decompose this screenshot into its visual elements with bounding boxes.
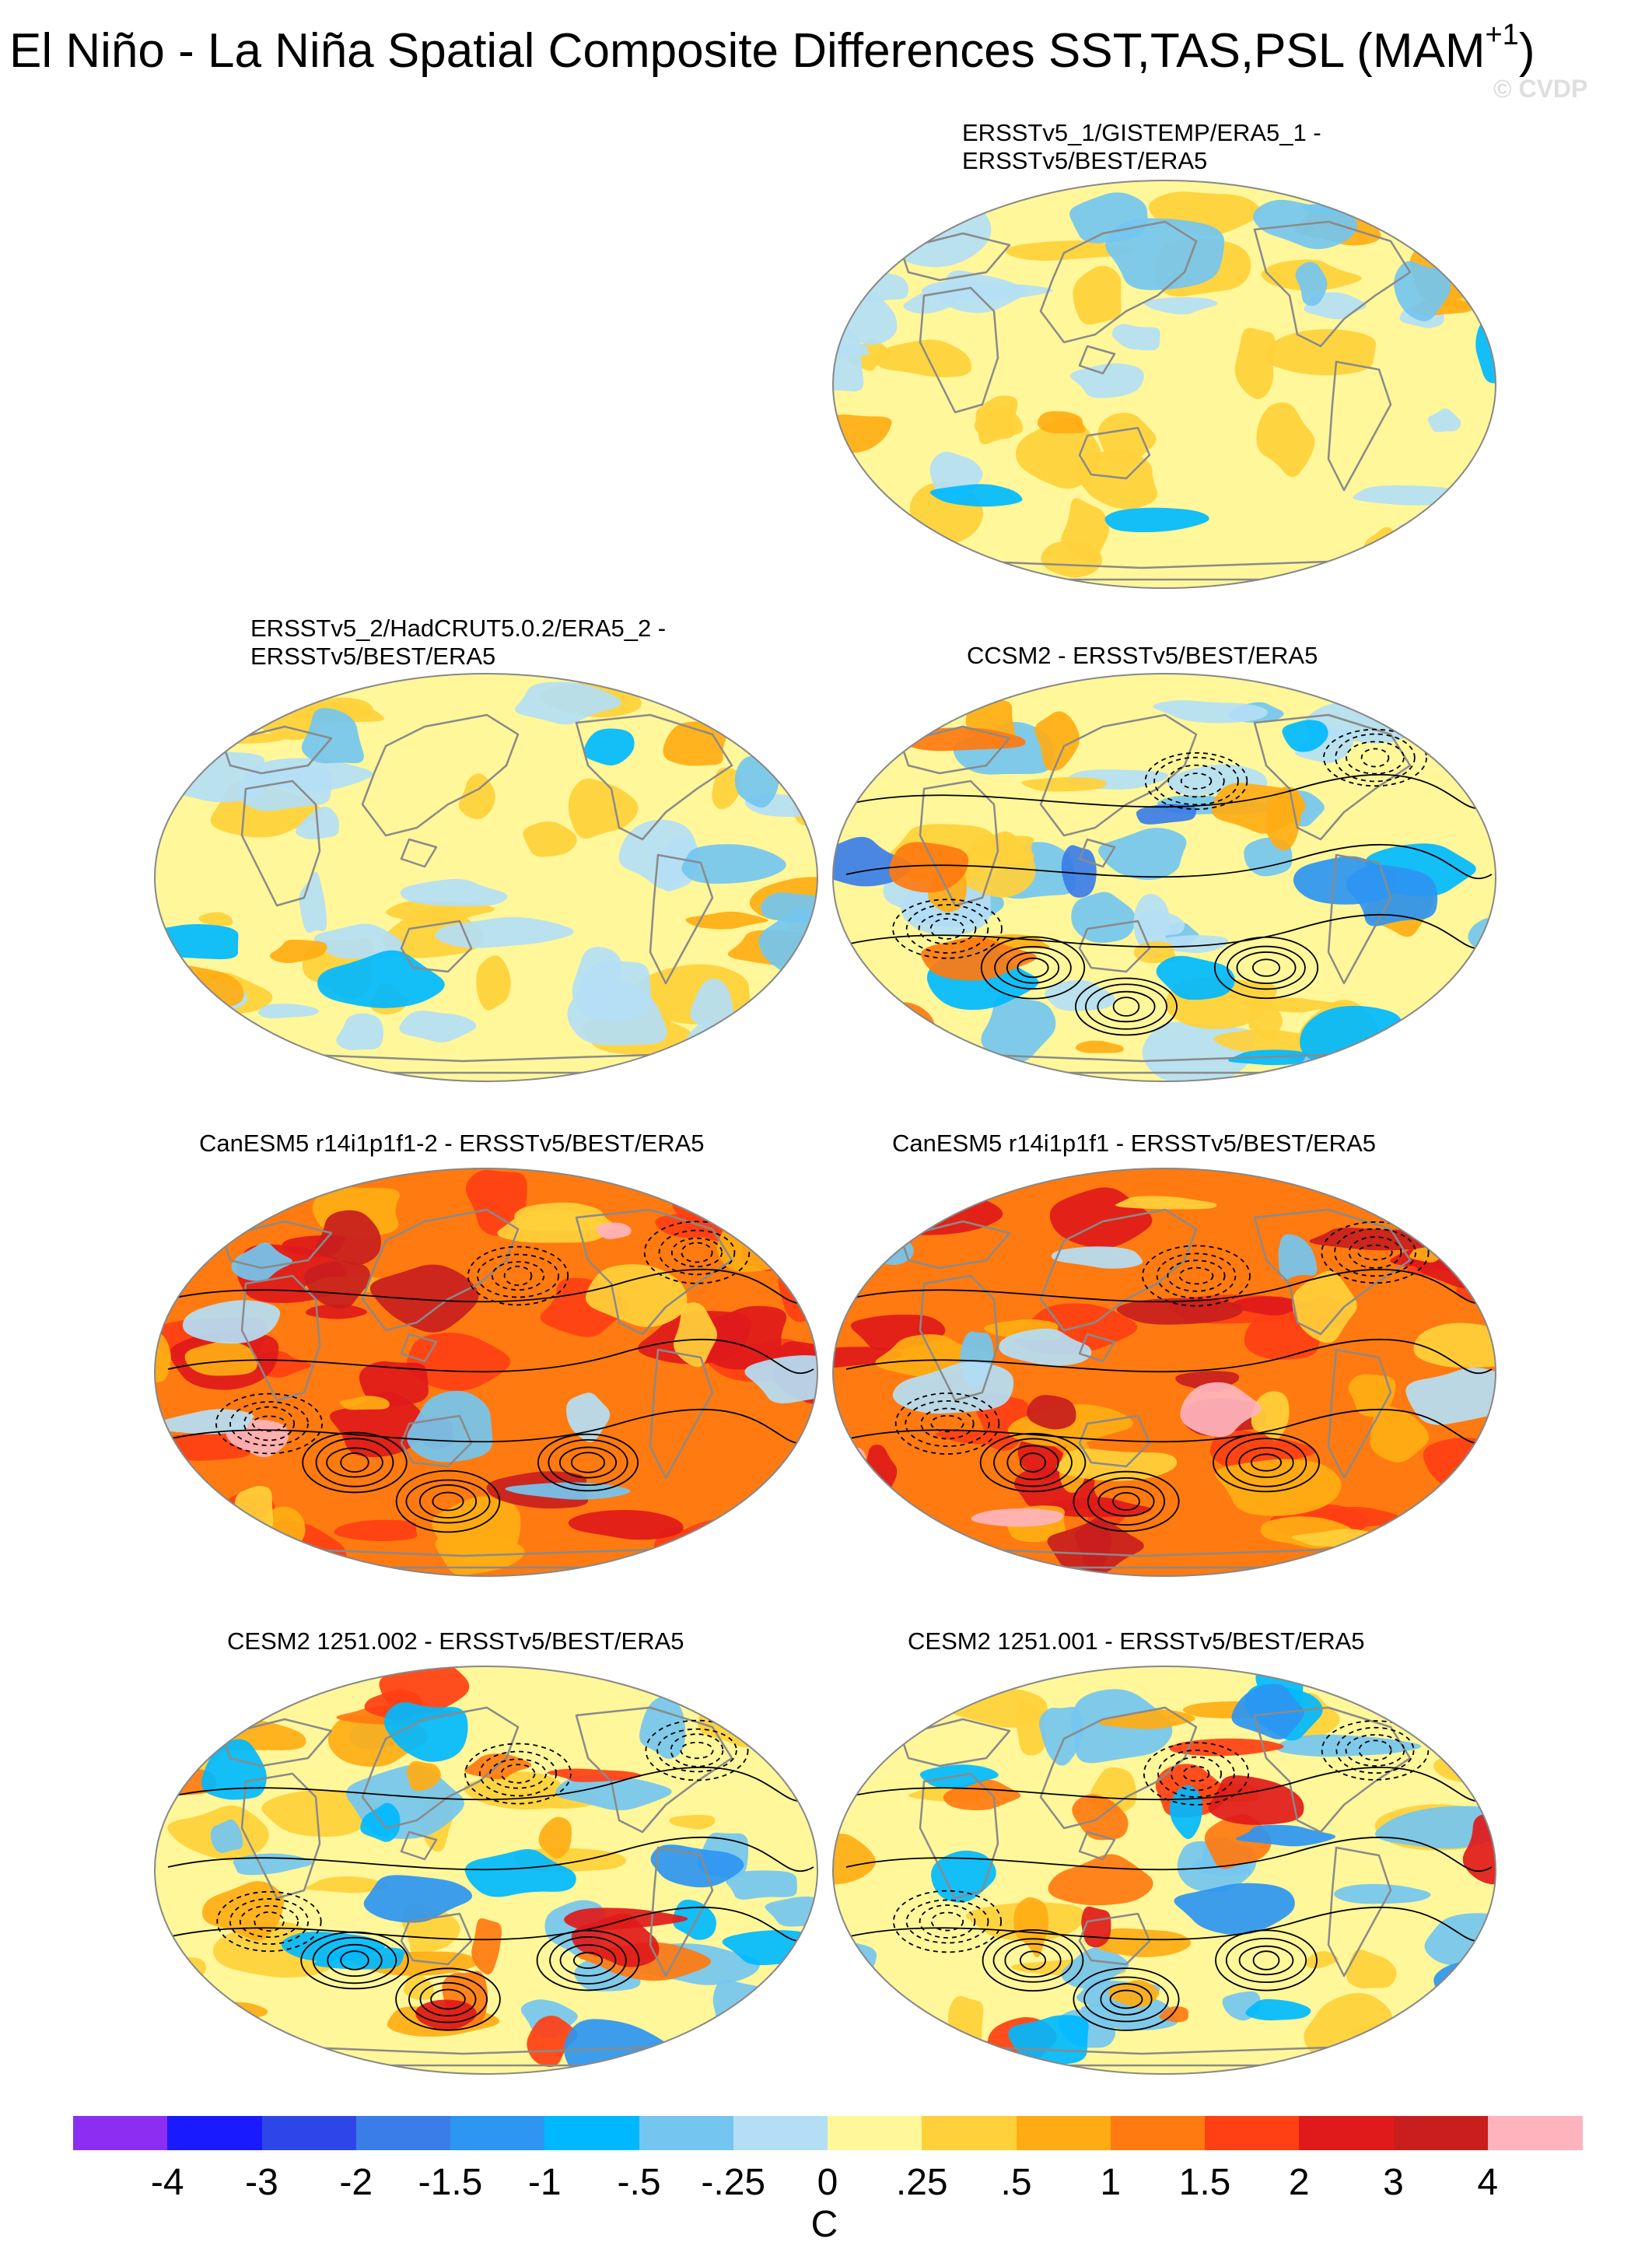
colorbar-tick-label: 1.5 [1178, 2162, 1231, 2203]
figure-title: El Niño - La Niña Spatial Composite Diff… [9, 19, 1535, 79]
map-panel-p1 [832, 180, 1496, 589]
cvdp-watermark: © CVDP [1493, 75, 1588, 103]
colorbar-swatch [450, 2116, 545, 2150]
colorbar-swatch [639, 2116, 734, 2150]
panel-title-p3: CCSM2 - ERSSTv5/BEST/ERA5 [967, 642, 1318, 669]
map-panel-p4 [154, 1168, 818, 1577]
colorbar-tick-label: 0 [817, 2162, 838, 2203]
colorbar-tick-label: -1 [527, 2162, 562, 2203]
colorbar-swatch [261, 2116, 357, 2150]
map-panel-p7 [832, 1666, 1496, 2075]
colorbar-tick-label: 1 [1100, 2162, 1122, 2203]
colorbar-tick-label: -3 [245, 2162, 278, 2203]
colorbar-swatch [1299, 2116, 1395, 2150]
colorbar-tick-label: -1.5 [418, 2162, 483, 2203]
colorbar-swatch [733, 2116, 828, 2150]
colorbar-swatch [544, 2116, 640, 2150]
title-close: ) [1518, 24, 1535, 78]
map-panel-p5 [832, 1168, 1496, 1577]
colorbar-tick-label: .25 [895, 2162, 948, 2203]
colorbar [73, 2116, 1583, 2152]
panel-title-p1: ERSSTv5_1/GISTEMP/ERA5_1 - ERSSTv5/BEST/… [962, 119, 1321, 174]
colorbar-tick-label: -4 [150, 2162, 184, 2203]
panel-title-p5: CanESM5 r14i1p1f1 - ERSSTv5/BEST/ERA5 [892, 1130, 1376, 1157]
map-panel-p2 [154, 673, 818, 1082]
colorbar-swatch [1110, 2116, 1206, 2150]
colorbar-unit: C [810, 2204, 838, 2245]
colorbar-swatch [355, 2116, 451, 2150]
colorbar-swatch [1393, 2116, 1489, 2150]
colorbar-swatch [167, 2116, 263, 2150]
colorbar-tick-label: 4 [1477, 2162, 1499, 2203]
panel-title-p6: CESM2 1251.002 - ERSSTv5/BEST/ERA5 [227, 1627, 684, 1655]
colorbar-swatch [1487, 2116, 1583, 2150]
colorbar-swatch [73, 2116, 168, 2150]
map-panel-p6 [154, 1666, 818, 2075]
colorbar-tick-label: -.25 [701, 2162, 766, 2203]
title-main: El Niño - La Niña Spatial Composite Diff… [9, 24, 1486, 78]
colorbar-tick-label: -.5 [617, 2162, 661, 2203]
colorbar-tick-label: .5 [1000, 2162, 1032, 2203]
panel-title-p4: CanESM5 r14i1p1f1-2 - ERSSTv5/BEST/ERA5 [199, 1130, 705, 1157]
colorbar-tick-label: -2 [339, 2162, 373, 2203]
colorbar-tick-label: 3 [1383, 2162, 1404, 2203]
panel-title-p2: ERSSTv5_2/HadCRUT5.0.2/ERA5_2 - ERSSTv5/… [250, 615, 667, 670]
colorbar-swatch [1016, 2116, 1111, 2150]
panel-title-p7: CESM2 1251.001 - ERSSTv5/BEST/ERA5 [908, 1627, 1365, 1655]
colorbar-swatch [828, 2116, 922, 2150]
title-superscript: +1 [1485, 19, 1519, 51]
colorbar-swatch [1205, 2116, 1300, 2150]
colorbar-swatch [922, 2116, 1017, 2150]
map-panel-p3 [832, 673, 1496, 1082]
colorbar-tick-label: 2 [1288, 2162, 1310, 2203]
